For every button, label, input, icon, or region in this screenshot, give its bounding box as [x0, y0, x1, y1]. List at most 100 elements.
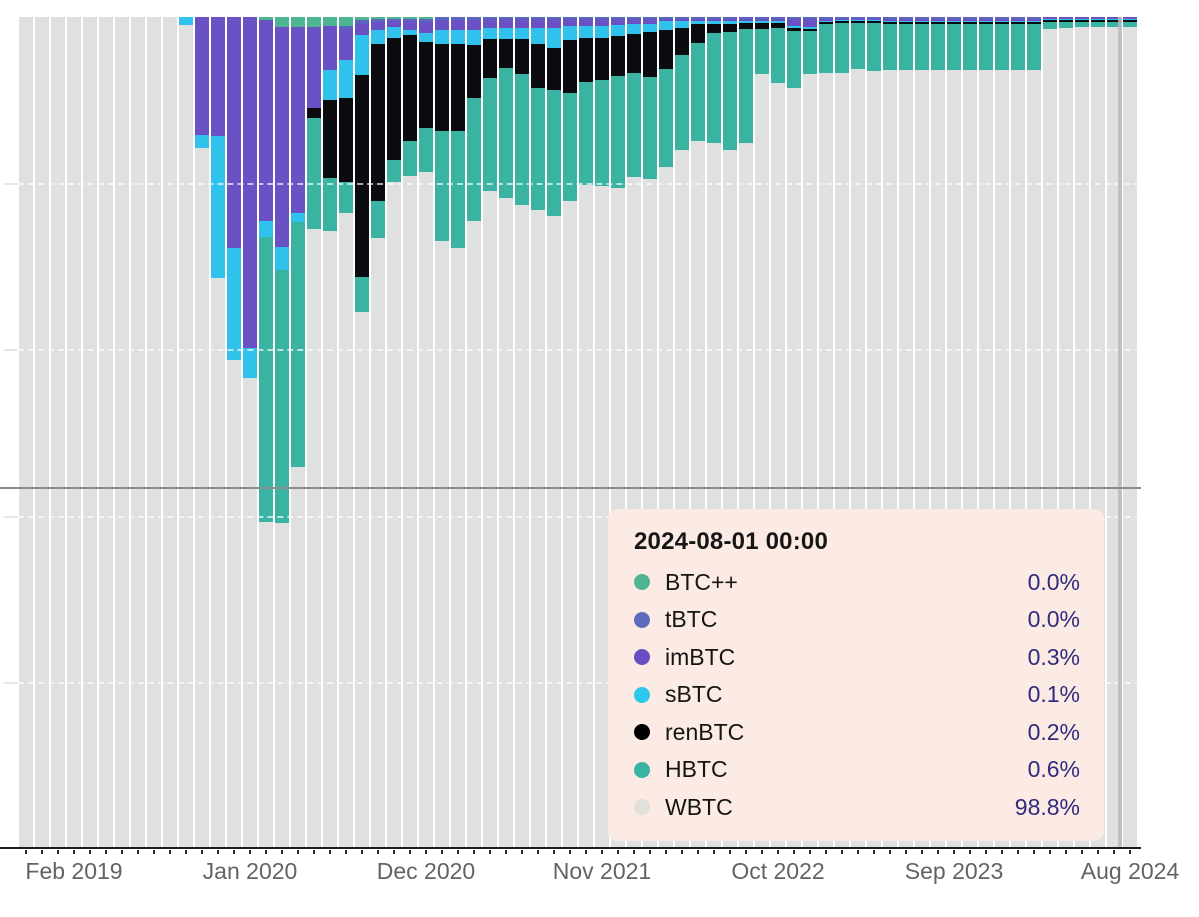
- stacked-bar-2021-02[interactable]: [451, 17, 465, 848]
- segment-HBTC: [579, 81, 593, 185]
- stacked-bar-2020-09[interactable]: [371, 17, 385, 848]
- stacked-bar-2021-11[interactable]: [595, 17, 609, 848]
- segment-renBTC: [1107, 20, 1121, 22]
- segment-renBTC: [515, 39, 529, 75]
- y-tick-60pct: [4, 515, 18, 518]
- segment-imBTC: [355, 23, 369, 36]
- stacked-bar-2019-04[interactable]: [99, 17, 113, 848]
- stacked-bar-2018-11[interactable]: [19, 17, 33, 848]
- stacked-bar-2019-05[interactable]: [115, 17, 129, 848]
- stacked-bar-2021-07[interactable]: [531, 17, 545, 848]
- segment-sBTC: [1011, 21, 1025, 22]
- x-tick-2019-01: [57, 850, 59, 854]
- stacked-bar-2021-01[interactable]: [435, 17, 449, 848]
- x-tick-2022-02: [649, 850, 651, 854]
- segment-WBTC: [323, 230, 337, 848]
- stacked-bar-2020-11[interactable]: [403, 17, 417, 848]
- stacked-bar-2021-09[interactable]: [563, 17, 577, 848]
- stacked-bar-2019-02[interactable]: [67, 17, 81, 848]
- x-tick-2022-05: [697, 850, 699, 854]
- segment-BTC++: [419, 17, 433, 19]
- segment-sBTC: [755, 21, 769, 23]
- segment-WBTC: [355, 311, 369, 848]
- segment-WBTC: [419, 172, 433, 848]
- segment-tBTC: [915, 17, 929, 20]
- segment-imBTC: [419, 21, 433, 33]
- segment-BTC++: [259, 17, 273, 21]
- segment-sBTC: [803, 26, 817, 29]
- segment-renBTC: [947, 21, 961, 25]
- segment-sBTC: [483, 27, 497, 40]
- stacked-bar-2020-04[interactable]: [291, 17, 305, 848]
- segment-renBTC: [547, 47, 561, 91]
- x-tick-2021-12: [617, 850, 619, 854]
- segment-imBTC: [803, 19, 817, 27]
- x-tick-2022-07: [729, 850, 731, 854]
- stacked-bar-2021-04[interactable]: [483, 17, 497, 848]
- segment-renBTC: [675, 27, 689, 56]
- stacked-bar-2024-07[interactable]: [1107, 17, 1121, 848]
- segment-renBTC: [883, 21, 897, 25]
- x-tick-2023-02: [841, 850, 843, 854]
- tooltip-series-value: 98.8%: [1014, 793, 1080, 820]
- stacked-bar-2019-11[interactable]: [211, 17, 225, 848]
- stacked-bar-2019-10[interactable]: [195, 17, 209, 848]
- segment-HBTC: [931, 24, 945, 71]
- stacked-bar-2020-07[interactable]: [339, 17, 353, 848]
- stacked-bar-2019-07[interactable]: [147, 17, 161, 848]
- stacked-bar-2021-03[interactable]: [467, 17, 481, 848]
- stacked-bar-2019-03[interactable]: [83, 17, 97, 848]
- stacked-bar-2019-08[interactable]: [163, 17, 177, 848]
- segment-tBTC: [675, 17, 689, 20]
- segment-sBTC: [515, 27, 529, 40]
- tooltip-series-value: 0.1%: [1027, 681, 1080, 707]
- segment-tBTC: [339, 26, 353, 29]
- segment-WBTC: [83, 17, 97, 848]
- series-color-dot-icon: [634, 799, 650, 815]
- stacked-bar-2020-03[interactable]: [275, 17, 289, 848]
- stacked-bar-2020-02[interactable]: [259, 17, 273, 848]
- segment-WBTC: [243, 378, 257, 848]
- segment-renBTC: [1123, 20, 1137, 22]
- x-tick-2019-04: [105, 850, 107, 854]
- segment-tBTC: [723, 17, 737, 20]
- tooltip-series-value: 0.6%: [1027, 756, 1080, 782]
- stacked-bar-2024-08[interactable]: [1123, 17, 1137, 848]
- stacked-bar-2020-01[interactable]: [243, 17, 257, 848]
- stacked-bar-2021-06[interactable]: [515, 17, 529, 848]
- x-tick-2021-04: [489, 850, 491, 854]
- segment-sBTC: [995, 21, 1009, 22]
- segment-tBTC: [1011, 17, 1025, 20]
- stacked-bar-2021-10[interactable]: [579, 17, 593, 848]
- segment-tBTC: [1027, 17, 1041, 20]
- tooltip-row-BTC++: BTC++ 0.0%: [632, 569, 1080, 595]
- stacked-bar-2021-05[interactable]: [499, 17, 513, 848]
- tooltip-series-value: 0.0%: [1027, 568, 1080, 595]
- stacked-bar-2019-12[interactable]: [227, 17, 241, 848]
- x-tick-2021-07: [537, 850, 539, 854]
- x-tick-2023-12: [1001, 850, 1003, 854]
- stacked-bar-2020-12[interactable]: [419, 17, 433, 848]
- stacked-bar-2019-01[interactable]: [51, 17, 65, 848]
- stacked-bar-2019-06[interactable]: [131, 17, 145, 848]
- segment-imBTC: [1011, 19, 1025, 22]
- series-color-dot-icon: [634, 724, 650, 740]
- stacked-bar-2019-09[interactable]: [179, 17, 193, 848]
- segment-imBTC: [899, 19, 913, 22]
- stacked-bar-2021-08[interactable]: [547, 17, 561, 848]
- segment-sBTC: [1043, 19, 1057, 21]
- segment-renBTC: [851, 21, 865, 23]
- segment-imBTC: [659, 19, 673, 22]
- segment-HBTC: [403, 140, 417, 176]
- stacked-bar-2020-08[interactable]: [355, 17, 369, 848]
- segment-WBTC: [227, 360, 241, 848]
- stacked-bar-2020-06[interactable]: [323, 17, 337, 848]
- segment-imBTC: [1075, 17, 1089, 20]
- tooltip-series-label: sBTC: [665, 681, 723, 707]
- segment-renBTC: [1091, 20, 1105, 22]
- stacked-bar-2020-05[interactable]: [307, 17, 321, 848]
- stacked-bar-2020-10[interactable]: [387, 17, 401, 848]
- stacked-bar-2018-12[interactable]: [35, 17, 49, 848]
- segment-imBTC: [1027, 19, 1041, 22]
- x-tick-2023-08: [937, 850, 939, 854]
